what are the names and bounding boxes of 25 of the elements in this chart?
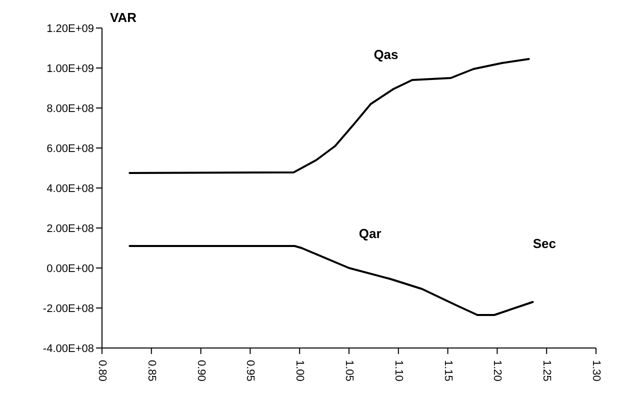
y-tick-label: 8.00E+08 (46, 102, 94, 115)
x-tick-label: 0.80 (96, 360, 108, 382)
y-tick-label: 1.00E+09 (46, 62, 94, 75)
y-tick-label: 2.00E+08 (46, 222, 94, 235)
x-tick-label: 1.15 (442, 360, 454, 382)
y-tick-label: -2.00E+08 (42, 302, 94, 315)
x-tick-label: 0.85 (145, 360, 158, 382)
x-tick-label: 1.10 (392, 360, 404, 382)
y-tick-label: 0.00E+00 (46, 262, 94, 275)
x-tick-label: 0.90 (194, 360, 207, 382)
x-axis-title: Sec (532, 236, 556, 251)
series-label: Qas (374, 47, 398, 62)
y-axis-title: VAR (110, 10, 136, 25)
y-tick-label: 6.00E+08 (46, 142, 94, 155)
y-tick-label: 4.00E+08 (46, 182, 94, 195)
x-tick-label: 1.05 (343, 360, 355, 382)
y-tick-label: 1.20E+09 (46, 22, 94, 35)
x-tick-label: 1.25 (540, 360, 553, 382)
x-tick-label: 1.20 (491, 360, 504, 382)
line-series (128, 245, 534, 316)
y-tick-label: -4.00E+08 (42, 342, 94, 355)
x-tick-label: 0.95 (244, 360, 256, 382)
text: Qar (358, 226, 382, 242)
x-tick-label: 1.30 (590, 360, 602, 382)
x-tick-label: 1.00 (294, 360, 306, 382)
